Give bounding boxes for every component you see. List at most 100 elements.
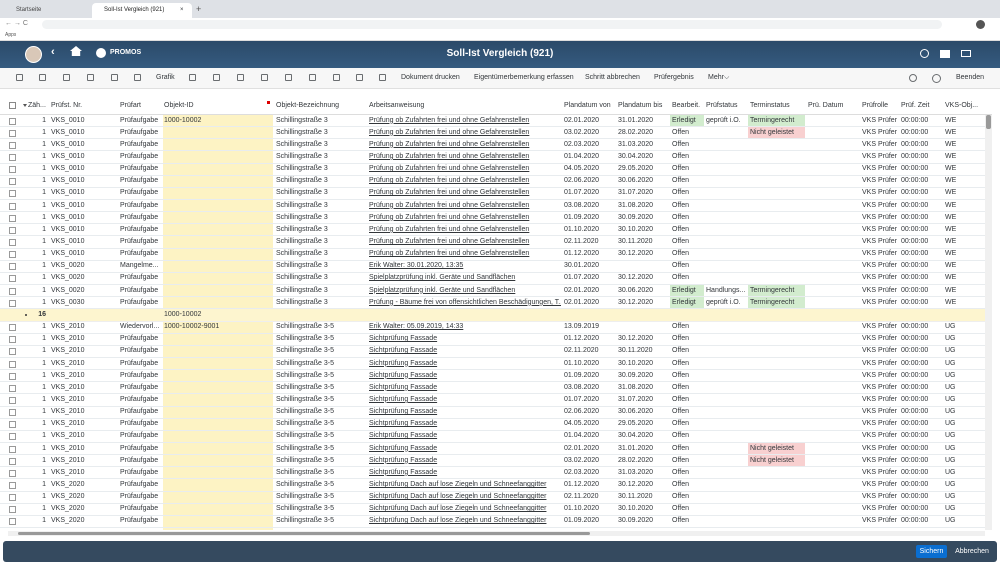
instruction-link[interactable]: Sichtprüfung Fassade [369, 395, 438, 403]
toolbar-button[interactable]: Eigentümerbemerkung erfassen [474, 74, 574, 81]
tool-icon[interactable] [309, 74, 316, 81]
table-row[interactable]: 1 VKS_0030 Prüfaufgabe Schillingstraße 3 Prü… [0, 297, 985, 310]
row-checkbox[interactable] [9, 263, 16, 271]
table-row[interactable]: 1 VKS_0010 Prüfaufgabe Schillingstraße 3 Prü… [0, 127, 985, 140]
settings-icon[interactable] [932, 74, 941, 83]
row-checkbox[interactable] [9, 409, 16, 417]
table-row[interactable]: 1 VKS_2010 Prüfaufgabe Schillingstraße 3-5 S… [0, 358, 985, 371]
instruction-link[interactable]: Sichtprüfung Fassade [369, 371, 438, 379]
instruction-link[interactable]: Prüfung ob Zufahrten frei und ohne Gefah… [369, 128, 530, 136]
v-scrollbar[interactable] [985, 115, 992, 530]
instruction-link[interactable]: Sichtprüfung Fassade [369, 468, 438, 476]
column-header[interactable]: Prüfrolle [862, 102, 889, 109]
instruction-link[interactable]: Prüfung ob Zufahrten frei und ohne Gefah… [369, 116, 530, 124]
tool-icon[interactable] [63, 74, 70, 81]
table-row[interactable]: 1 VKS_0010 Prüfaufgabe Schillingstraße 3 Prü… [0, 151, 985, 164]
instruction-link[interactable]: Prüfung ob Zufahrten frei und ohne Gefah… [369, 213, 530, 221]
table-row[interactable]: 1 VKS_2010 Prüfaufgabe Schillingstraße 3-5 S… [0, 346, 985, 358]
table-row[interactable]: 1 VKS_0010 Prüfaufgabe Schillingstraße 3 Prü… [0, 164, 985, 176]
table-row[interactable]: 1 VKS_2010 Prüfaufgabe Schillingstraße 3-5 S… [0, 455, 985, 468]
row-checkbox[interactable] [9, 336, 16, 344]
instruction-link[interactable]: Prüfung ob Zufahrten frei und ohne Gefah… [369, 201, 530, 209]
instruction-link[interactable]: Sichtprüfung Dach auf lose Ziegeln und S… [369, 493, 547, 501]
tab-active[interactable]: Soll-Ist Vergleich (921) × [92, 3, 192, 18]
column-header[interactable]: Prüf. Zeit [901, 102, 930, 109]
tool-icon[interactable] [237, 74, 244, 81]
search-button[interactable] [920, 49, 929, 58]
bookmark[interactable]: Apps [5, 32, 17, 38]
row-checkbox[interactable] [9, 324, 16, 332]
instruction-link[interactable]: Sichtprüfung Fassade [369, 444, 438, 452]
column-header[interactable]: Zäh... [28, 102, 46, 109]
scroll-thumb[interactable] [18, 532, 590, 535]
row-checkbox[interactable] [9, 117, 16, 125]
instruction-link[interactable]: Prüfung ob Zufahrten frei und ohne Gefah… [369, 165, 530, 173]
column-header[interactable]: Bearbeit. [672, 102, 701, 109]
row-checkbox[interactable] [9, 214, 16, 222]
column-header[interactable]: Prü. Datum [808, 102, 844, 109]
toolbar-button[interactable]: Schritt abbrechen [585, 74, 640, 81]
tool-icon[interactable] [39, 74, 46, 81]
url-field[interactable] [42, 20, 942, 29]
row-checkbox[interactable] [9, 202, 16, 210]
instruction-link[interactable]: Prüfung ob Zufahrten frei und ohne Gefah… [369, 177, 530, 185]
row-checkbox[interactable] [9, 239, 16, 246]
tool-icon[interactable] [356, 74, 363, 81]
row-checkbox[interactable] [9, 166, 16, 174]
menu-button[interactable] [961, 50, 971, 57]
column-header[interactable]: Prüfst. Nr. [51, 102, 83, 109]
instruction-link[interactable]: Sichtprüfung Fassade [369, 408, 438, 416]
toolbar-button[interactable]: Prüfergebnis [654, 74, 694, 81]
row-checkbox[interactable] [9, 226, 16, 234]
table-row[interactable]: 1 VKS_2010 Prüfaufgabe Schillingstraße 3-5 S… [0, 394, 985, 407]
row-checkbox[interactable] [9, 494, 16, 502]
save-button[interactable]: Sichern [916, 545, 947, 558]
instruction-link[interactable]: Sichtprüfung Fassade [369, 432, 438, 440]
table-row[interactable]: 1 VKS_2020 Prüfaufgabe Schillingstraße 3-5 S… [0, 516, 985, 529]
row-checkbox[interactable] [9, 275, 16, 283]
column-header[interactable]: Arbeitsanweisung [369, 102, 425, 109]
home-button[interactable] [70, 46, 82, 56]
table-row[interactable]: 1 VKS_0010 Prüfaufgabe Schillingstraße 3 Prü… [0, 188, 985, 201]
table-row[interactable]: 1 VKS_0020 Mangelme... Schillingstraße 3 Eri… [0, 261, 985, 273]
instruction-link[interactable]: Sichtprüfung Dach auf lose Ziegeln und S… [369, 517, 547, 525]
row-checkbox[interactable] [9, 360, 16, 368]
table-row[interactable]: 1 VKS_0010 Prüfaufgabe Schillingstraße 3 Prü… [0, 212, 985, 225]
instruction-link[interactable]: Sichtprüfung Fassade [369, 456, 438, 464]
instruction-link[interactable]: Erik Walter: 30.01.2020, 13:35 [369, 262, 464, 270]
instruction-link[interactable]: Sichtprüfung Fassade [369, 335, 438, 343]
cancel-button[interactable]: Abbrechen [955, 548, 989, 555]
tool-icon[interactable] [333, 74, 340, 81]
exit-button[interactable]: Beenden [956, 74, 985, 81]
row-checkbox[interactable] [9, 287, 16, 295]
tool-icon[interactable] [379, 74, 386, 81]
toolbar-button[interactable]: Grafik [156, 74, 175, 81]
column-header[interactable]: Objekt-Bezeichnung [276, 102, 340, 109]
column-header[interactable]: Objekt-ID [164, 102, 194, 109]
table-row[interactable]: 1 VKS_2010 Prüfaufgabe Schillingstraße 3-5 S… [0, 334, 985, 346]
row-checkbox[interactable] [9, 445, 16, 453]
table-row[interactable]: 1 VKS_2010 Prüfaufgabe Schillingstraße 3-5 S… [0, 407, 985, 419]
instruction-link[interactable]: Prüfung ob Zufahrten frei und ohne Gefah… [369, 140, 530, 148]
table-row[interactable]: 1 VKS_2010 Prüfaufgabe Schillingstraße 3-5 S… [0, 419, 985, 431]
avatar[interactable] [25, 46, 42, 63]
column-header[interactable]: Prüfart [120, 102, 142, 109]
instruction-link[interactable]: Prüfung ob Zufahrten frei und ohne Gefah… [369, 189, 530, 197]
tool-icon[interactable] [285, 74, 292, 81]
row-checkbox[interactable] [9, 457, 16, 465]
table-row[interactable]: 1 VKS_0020 Prüfaufgabe Schillingstraße 3 Spi… [0, 285, 985, 298]
table-row[interactable]: 1 VKS_0010 Prüfaufgabe Schillingstraße 3 Prü… [0, 249, 985, 261]
profile[interactable] [976, 20, 985, 29]
instruction-link[interactable]: Spielplatzprüfung inkl. Geräte und Sandf… [369, 286, 516, 294]
column-header[interactable]: Plandatum bis [618, 102, 663, 109]
column-header[interactable]: Prüfstatus [706, 102, 738, 109]
instruction-link[interactable]: Prüfung ob Zufahrten frei und ohne Gefah… [369, 238, 530, 245]
tool-icon[interactable] [213, 74, 220, 81]
instruction-link[interactable]: Sichtprüfung Fassade [369, 359, 438, 367]
toolbar-button[interactable]: Dokument drucken [401, 74, 460, 81]
row-checkbox[interactable] [9, 518, 16, 526]
table-row[interactable]: 1 VKS_0010 Prüfaufgabe Schillingstraße 3 Prü… [0, 224, 985, 237]
instruction-link[interactable]: Prüfung - Bäume frei von offensichtliche… [369, 298, 561, 306]
search-icon[interactable] [909, 74, 917, 82]
row-checkbox[interactable] [9, 469, 16, 477]
